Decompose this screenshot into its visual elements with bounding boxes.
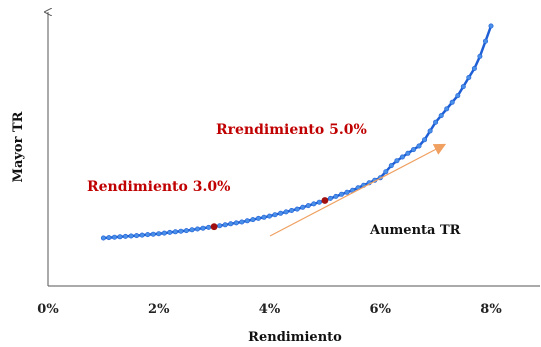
series-point-37 xyxy=(305,203,311,209)
series-point-13 xyxy=(172,229,178,235)
series-point-10 xyxy=(156,231,162,237)
series-point-14 xyxy=(178,228,184,234)
series-point-51 xyxy=(383,169,389,175)
series-point-25 xyxy=(239,219,245,225)
series-point-11 xyxy=(161,230,167,236)
y-axis-title: Mayor TR xyxy=(11,111,26,182)
x-tick-labels: 0% 2% 4% 6% 8% xyxy=(37,302,502,317)
series-point-23 xyxy=(228,221,234,227)
x-tick-label-3: 6% xyxy=(370,302,392,317)
series-point-4 xyxy=(123,233,129,239)
series-point-2 xyxy=(112,234,118,240)
x-axis-title: Rendimiento xyxy=(248,330,342,345)
series-point-7 xyxy=(139,232,145,238)
series-point-59 xyxy=(427,128,433,134)
series-point-54 xyxy=(399,154,405,160)
x-tick-label-0: 0% xyxy=(37,302,59,317)
series-point-70 xyxy=(488,23,494,29)
series-point-39 xyxy=(316,199,322,205)
annotation-aumenta-tr: Aumenta TR xyxy=(369,223,461,238)
x-tick-label-4: 8% xyxy=(480,302,502,317)
series-point-56 xyxy=(410,147,416,153)
series-point-41 xyxy=(327,195,333,201)
series-point-64 xyxy=(455,93,461,99)
series-point-0 xyxy=(100,235,106,241)
series-point-5 xyxy=(128,233,134,239)
series-point-35 xyxy=(294,206,300,212)
series-point-53 xyxy=(394,158,400,164)
series-point-65 xyxy=(460,84,466,90)
series-point-19 xyxy=(206,224,212,230)
series-point-68 xyxy=(477,53,483,59)
series-point-42 xyxy=(333,193,339,199)
series-point-21 xyxy=(217,223,223,229)
series-point-38 xyxy=(311,201,317,207)
series-point-3 xyxy=(117,234,123,240)
annotation-rendimiento-3: Rendimiento 3.0% xyxy=(87,179,230,195)
series-point-16 xyxy=(189,227,195,233)
series-point-8 xyxy=(145,232,151,238)
series-point-18 xyxy=(200,225,206,231)
x-tick-label-1: 2% xyxy=(148,302,170,317)
series-point-26 xyxy=(244,218,250,224)
series-point-17 xyxy=(195,226,201,232)
annotation-rendimiento-5: Rrendimiento 5.0% xyxy=(216,122,367,138)
series-point-69 xyxy=(482,38,488,44)
highlight-point-0 xyxy=(210,223,218,231)
series-point-57 xyxy=(416,143,422,149)
series-point-58 xyxy=(422,137,428,143)
series-point-12 xyxy=(167,229,173,235)
series-point-27 xyxy=(250,217,256,223)
series-point-9 xyxy=(150,231,156,237)
series-point-32 xyxy=(278,210,284,216)
series-point-67 xyxy=(471,66,477,72)
series-point-33 xyxy=(283,209,289,215)
series-point-6 xyxy=(134,233,140,239)
series-point-1 xyxy=(106,235,112,241)
increase-arrow xyxy=(269,143,447,237)
series-point-60 xyxy=(433,119,439,125)
x-tick-label-2: 4% xyxy=(259,302,281,317)
series-point-52 xyxy=(388,163,394,169)
highlight-point-1 xyxy=(321,197,329,204)
series-point-36 xyxy=(300,204,306,210)
series-point-55 xyxy=(405,150,411,156)
series-point-22 xyxy=(222,222,228,228)
series-point-34 xyxy=(289,208,295,214)
series-point-29 xyxy=(261,214,267,220)
series-point-62 xyxy=(444,106,450,112)
series-point-61 xyxy=(438,113,444,119)
series-point-31 xyxy=(272,212,278,218)
series-point-30 xyxy=(266,213,272,219)
series-point-28 xyxy=(255,215,261,221)
series-point-15 xyxy=(183,228,189,234)
series-point-24 xyxy=(233,220,239,226)
series-point-66 xyxy=(466,75,472,81)
series-point-44 xyxy=(344,189,350,195)
series-point-63 xyxy=(449,99,455,105)
series-point-43 xyxy=(338,191,344,197)
